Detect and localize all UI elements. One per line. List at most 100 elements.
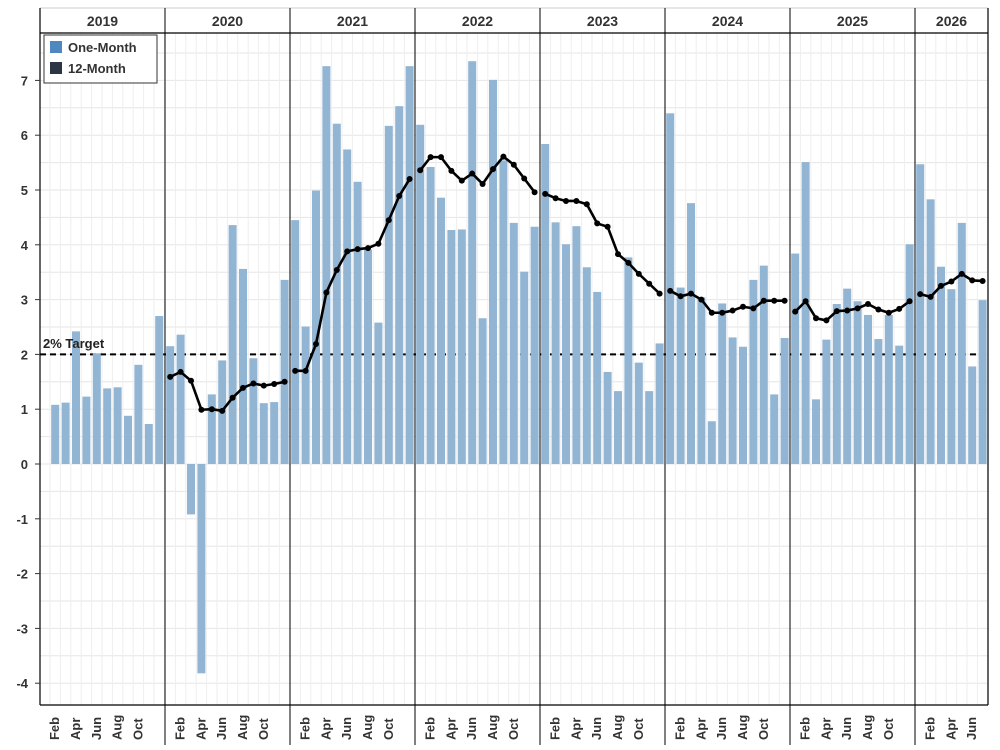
x-tick-label: Oct bbox=[130, 718, 145, 740]
x-tick-label: Aug bbox=[735, 715, 750, 740]
bar-one-month bbox=[968, 366, 977, 464]
year-header: 2022 bbox=[462, 13, 493, 29]
bar-one-month bbox=[593, 291, 602, 464]
bar-one-month bbox=[499, 160, 508, 464]
bar-one-month bbox=[832, 303, 841, 464]
bar-one-month bbox=[416, 124, 425, 465]
x-tick-label: Feb bbox=[923, 717, 938, 740]
x-tick-label: Feb bbox=[673, 717, 688, 740]
point-12-month bbox=[854, 305, 861, 312]
point-12-month bbox=[875, 306, 882, 313]
bar-one-month bbox=[728, 337, 737, 464]
x-tick-label: Apr bbox=[568, 718, 583, 740]
bar-one-month bbox=[697, 297, 706, 464]
point-12-month bbox=[917, 291, 924, 298]
bar-one-month bbox=[447, 230, 456, 464]
bar-one-month bbox=[822, 339, 831, 464]
bar-one-month bbox=[874, 339, 883, 464]
legend: One-Month 12-Month bbox=[43, 34, 158, 84]
point-12-month bbox=[344, 248, 351, 255]
y-tick-label: 0 bbox=[21, 457, 28, 472]
legend-swatch-twelve-month bbox=[50, 62, 62, 74]
bar-one-month bbox=[926, 199, 935, 465]
point-12-month bbox=[385, 217, 392, 224]
point-12-month bbox=[594, 220, 601, 227]
point-12-month bbox=[958, 270, 965, 277]
year-header: 2024 bbox=[712, 13, 743, 29]
point-12-month bbox=[365, 245, 371, 252]
x-tick-label: Oct bbox=[256, 718, 271, 740]
bar-one-month bbox=[749, 279, 758, 464]
bar-one-month bbox=[551, 222, 560, 464]
x-tick-label: Feb bbox=[298, 717, 313, 740]
point-12-month bbox=[271, 380, 278, 387]
x-tick-label: Feb bbox=[798, 717, 813, 740]
bar-one-month bbox=[905, 244, 914, 464]
point-12-month bbox=[729, 307, 736, 314]
bar-one-month bbox=[332, 123, 341, 464]
x-tick-label: Aug bbox=[860, 715, 875, 740]
y-tick-label: 5 bbox=[21, 183, 28, 198]
bar-one-month bbox=[134, 364, 143, 464]
year-header: 2025 bbox=[837, 13, 868, 29]
point-12-month bbox=[333, 267, 340, 274]
x-tick-label: Jun bbox=[214, 717, 229, 740]
bar-one-month bbox=[791, 253, 800, 464]
bar-one-month bbox=[197, 464, 206, 674]
bar-one-month bbox=[468, 61, 477, 464]
point-12-month bbox=[542, 190, 549, 197]
bar-one-month bbox=[676, 287, 685, 464]
bar-one-month bbox=[718, 303, 727, 464]
bar-one-month bbox=[92, 353, 101, 464]
point-12-month bbox=[740, 303, 746, 310]
point-12-month bbox=[792, 308, 799, 315]
point-12-month bbox=[896, 305, 903, 312]
legend-label-twelve-month: 12-Month bbox=[68, 61, 126, 76]
point-12-month bbox=[771, 297, 778, 304]
point-12-month bbox=[229, 394, 236, 401]
y-tick-label: 3 bbox=[21, 293, 28, 308]
point-12-month bbox=[781, 297, 788, 304]
point-12-month bbox=[240, 384, 246, 391]
x-tick-label: Apr bbox=[193, 718, 208, 740]
point-12-month bbox=[250, 380, 257, 387]
bar-one-month bbox=[478, 318, 487, 464]
point-12-month bbox=[438, 154, 444, 161]
bar-one-month bbox=[801, 162, 810, 464]
point-12-month bbox=[719, 309, 726, 316]
point-12-month bbox=[646, 280, 653, 287]
point-12-month bbox=[833, 308, 840, 315]
point-12-month bbox=[396, 193, 403, 200]
bar-one-month bbox=[780, 337, 789, 464]
point-12-month bbox=[458, 177, 465, 184]
year-headers: 2019 2020 2021 2022 2023 2024 2025 2026 bbox=[87, 13, 967, 29]
bar-one-month bbox=[947, 289, 956, 464]
bar-one-month bbox=[916, 164, 925, 464]
point-12-month bbox=[563, 197, 569, 204]
bar-one-month bbox=[291, 220, 300, 464]
bar-one-month bbox=[82, 396, 91, 464]
bar-one-month bbox=[509, 222, 518, 464]
bar-one-month bbox=[353, 181, 362, 464]
x-tick-label: Jun bbox=[839, 717, 854, 740]
bar-one-month bbox=[384, 125, 393, 464]
bar-one-month bbox=[343, 149, 352, 464]
x-tick-label: Feb bbox=[47, 717, 62, 740]
bar-one-month bbox=[228, 225, 237, 464]
point-12-month bbox=[583, 201, 590, 208]
one-month-bars bbox=[51, 61, 987, 674]
x-tick-label: Aug bbox=[360, 715, 375, 740]
x-tick-label: Feb bbox=[173, 717, 188, 740]
y-tick-label: -2 bbox=[16, 567, 28, 582]
y-tick-label: 7 bbox=[21, 73, 28, 88]
bar-one-month bbox=[144, 423, 153, 464]
point-12-month bbox=[531, 189, 538, 196]
point-12-month bbox=[427, 154, 434, 161]
bar-one-month bbox=[61, 402, 70, 464]
point-12-month bbox=[260, 382, 267, 389]
point-12-month bbox=[667, 287, 674, 294]
point-12-month bbox=[615, 251, 621, 258]
bar-one-month bbox=[884, 314, 893, 464]
plot-frame bbox=[39, 7, 989, 745]
